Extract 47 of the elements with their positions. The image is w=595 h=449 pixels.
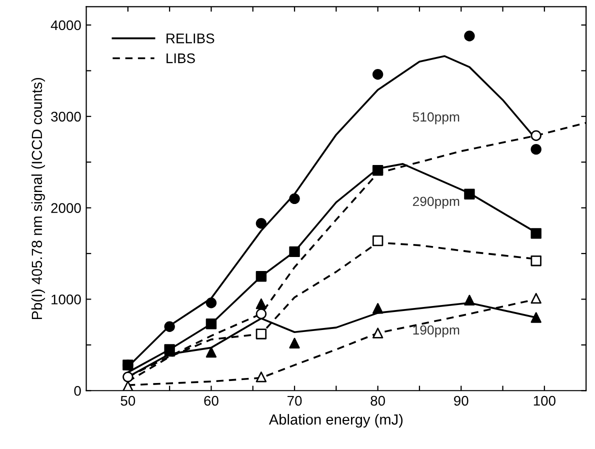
point — [464, 188, 475, 200]
point — [464, 30, 475, 42]
point — [289, 193, 300, 204]
point — [530, 130, 542, 141]
point — [530, 144, 542, 155]
point — [122, 372, 134, 382]
point — [256, 372, 267, 382]
y-tick-label: 3000 — [51, 112, 81, 122]
point — [206, 346, 217, 358]
point — [256, 271, 267, 282]
annotation: 510ppm — [412, 112, 460, 124]
x-tick-label: 90 — [454, 396, 468, 406]
point — [256, 218, 267, 229]
point — [530, 292, 542, 304]
point — [206, 298, 217, 308]
point — [530, 255, 542, 266]
y-axis-title: Pb(I) 405.78 nm signal (ICCD counts) — [31, 78, 45, 320]
x-tick-label: 100 — [534, 396, 556, 406]
point — [372, 69, 384, 80]
point — [372, 164, 384, 176]
point — [372, 235, 384, 246]
legend-label: LIBS — [166, 53, 195, 64]
x-tick-label: 50 — [120, 396, 136, 406]
point — [164, 321, 175, 332]
point — [530, 312, 542, 323]
x-tick-label: 60 — [204, 396, 218, 406]
annotation: 190ppm — [413, 325, 460, 338]
y-tick-label: 4000 — [50, 20, 81, 30]
point — [464, 294, 475, 306]
y-tick-label: 0 — [74, 386, 81, 396]
point — [256, 308, 267, 320]
point — [289, 338, 300, 348]
x-tick-label: 80 — [370, 396, 386, 406]
point — [122, 380, 134, 391]
x-axis-title: Ablation energy (mJ) — [268, 414, 403, 428]
point — [530, 228, 542, 239]
x-tick-label: 70 — [288, 396, 302, 406]
point — [289, 246, 300, 258]
point — [372, 303, 384, 314]
y-tick-label: 1000 — [52, 294, 81, 304]
point — [206, 318, 217, 330]
point — [256, 328, 267, 340]
point — [372, 328, 384, 338]
point — [256, 298, 267, 310]
legend-label: RELIBS — [166, 33, 214, 44]
annotation: 290ppm — [412, 196, 460, 209]
y-tick-label: 2000 — [51, 203, 81, 213]
